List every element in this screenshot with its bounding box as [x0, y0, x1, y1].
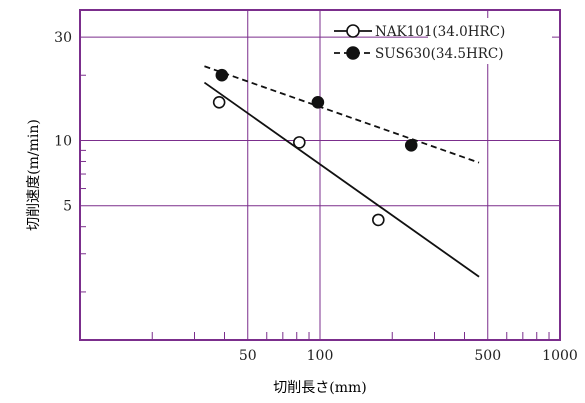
y-axis-label: 切削速度(m/min): [26, 119, 42, 231]
legend-marker: [346, 46, 360, 60]
data-point: [311, 96, 325, 109]
data-point: [215, 68, 229, 82]
x-tick-label: 1000: [542, 348, 578, 364]
x-tick-label: 500: [474, 348, 501, 364]
tick-labels: 50 100 500 1000 5 10 30: [54, 30, 578, 364]
trend-line: [204, 65, 480, 164]
y-tick-label: 30: [54, 30, 72, 46]
trend-line: [203, 81, 480, 278]
data-point: [293, 136, 306, 149]
data-point: [212, 96, 226, 109]
x-tick-label: 100: [307, 348, 334, 364]
legend-marker: [346, 24, 360, 38]
x-axis-label: 切削長さ(mm): [273, 380, 366, 396]
y-tick-label: 10: [54, 133, 72, 149]
legend-label: SUS630(34.5HRC): [375, 46, 504, 62]
series-layer: [203, 65, 480, 278]
legend-background: [428, 18, 552, 64]
legend-label: NAK101(34.0HRC): [375, 24, 505, 40]
plot-frame: [79, 9, 561, 341]
y-tick-label: 5: [63, 199, 72, 215]
series-1: [203, 81, 480, 278]
data-point: [404, 138, 418, 152]
data-point: [372, 213, 385, 227]
series-2: [204, 65, 480, 164]
legend: NAK101(34.0HRC) SUS630(34.5HRC): [334, 18, 552, 64]
x-tick-label: 50: [239, 348, 257, 364]
